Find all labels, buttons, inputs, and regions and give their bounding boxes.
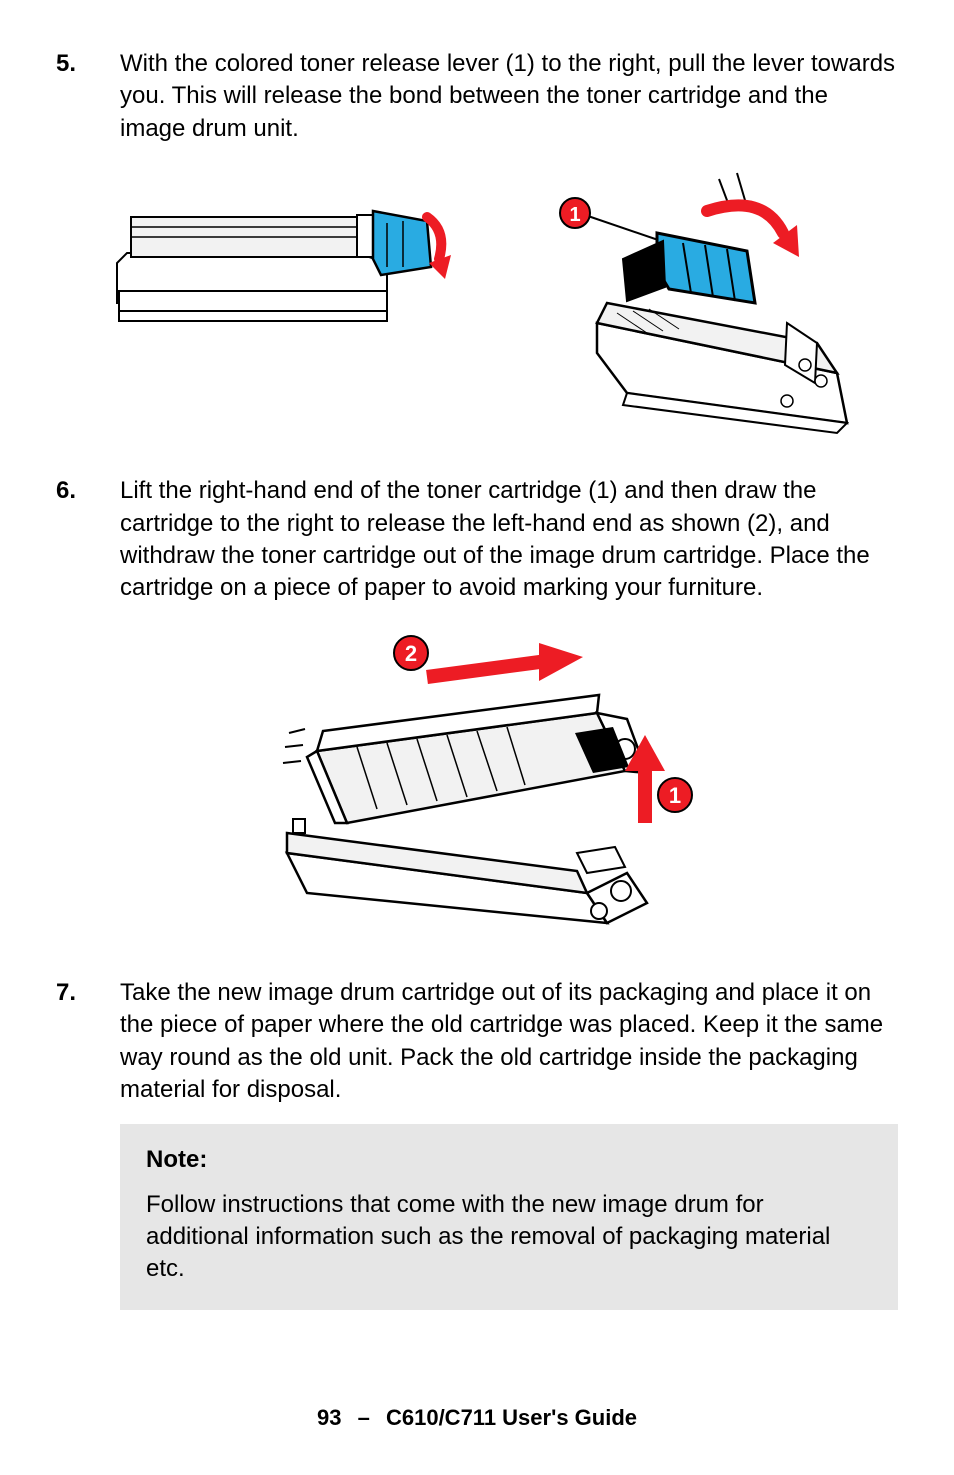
note-body: Follow instructions that come with the n…	[146, 1189, 872, 1286]
image-drum-base	[287, 819, 647, 923]
arrow-right	[427, 643, 583, 681]
callout-1-text: 1	[669, 783, 681, 808]
page-number: 93	[317, 1405, 341, 1430]
cartridge-side-view	[117, 211, 451, 321]
step-5: 5. With the colored toner release lever …	[56, 48, 898, 145]
callout-2-text: 2	[405, 641, 417, 666]
footer-separator: –	[358, 1405, 370, 1430]
step-text: Lift the right-hand end of the toner car…	[120, 475, 898, 605]
manual-page: 5. With the colored toner release lever …	[0, 0, 954, 1475]
note-box: Note: Follow instructions that come with…	[120, 1124, 898, 1310]
toner-lift-illustration: 1 2	[227, 623, 727, 943]
callout-2: 2	[394, 636, 428, 670]
callout-1-text: 1	[569, 204, 580, 226]
step-number: 5.	[56, 48, 120, 80]
cartridge-corner-view	[597, 173, 847, 433]
figure-1: 1	[56, 163, 898, 441]
step-text: With the colored toner release lever (1)…	[120, 48, 898, 145]
step-text: Take the new image drum cartridge out of…	[120, 977, 898, 1107]
step-6: 6. Lift the right-hand end of the toner …	[56, 475, 898, 605]
callout-1: 1	[560, 198, 667, 243]
step-number: 6.	[56, 475, 120, 507]
figure-2: 1 2	[56, 623, 898, 943]
callout-1: 1	[658, 778, 692, 812]
page-footer: 93 – C610/C711 User's Guide	[0, 1405, 954, 1431]
guide-title: C610/C711 User's Guide	[386, 1405, 637, 1430]
toner-release-illustration: 1	[87, 163, 867, 441]
step-number: 7.	[56, 977, 120, 1009]
note-title: Note:	[146, 1144, 872, 1176]
toner-cartridge-lifted	[283, 695, 647, 823]
step-7: 7. Take the new image drum cartridge out…	[56, 977, 898, 1107]
